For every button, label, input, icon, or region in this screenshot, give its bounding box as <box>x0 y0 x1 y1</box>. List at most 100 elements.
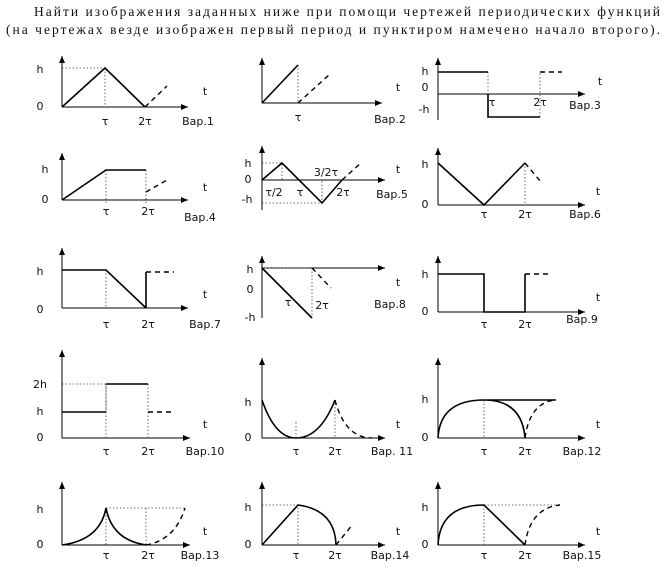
panel-label: h <box>422 393 429 406</box>
panel-label: Вар.14 <box>371 549 410 562</box>
function-curve <box>438 71 540 118</box>
second-period <box>524 399 557 439</box>
panel: h 0 τ 2τ t Вар.12 <box>422 358 601 458</box>
panel: h 0 τ 2τ t Вар.13 <box>37 482 220 562</box>
guide-line <box>295 400 336 438</box>
panel: h 0 τ 2τ t Вар.14 <box>245 482 410 562</box>
panel-label: h <box>245 157 252 170</box>
panel-label: Вар. 11 <box>371 445 413 458</box>
function-curve <box>261 504 337 546</box>
second-period <box>144 85 168 108</box>
panel-label: 0 <box>42 193 49 206</box>
panel-label: t <box>203 181 208 194</box>
panel-label: h <box>37 63 44 76</box>
panel-label: τ <box>489 96 496 109</box>
panel-label: τ <box>297 186 304 199</box>
guide-line <box>105 507 185 545</box>
panel-label: 2τ <box>518 208 532 221</box>
panel-label: h <box>37 405 44 418</box>
second-period <box>145 507 186 546</box>
panel-label: Вар.13 <box>181 549 220 562</box>
panel-label: τ <box>103 318 110 331</box>
panel-label: t <box>596 291 601 304</box>
panel-label: t <box>598 75 603 88</box>
panel-label: Вар.4 <box>184 211 216 224</box>
panel-label: Вар.15 <box>563 549 602 562</box>
panel-label: Вар.1 <box>182 115 214 128</box>
panel-label: 2τ <box>138 115 152 128</box>
function-curve <box>61 507 147 546</box>
panel-label: Вар.10 <box>186 445 225 458</box>
second-period <box>524 504 561 546</box>
guide-line <box>62 383 149 438</box>
function-curve <box>438 273 526 313</box>
panel-label: -h <box>419 103 430 116</box>
panel-label: t <box>396 81 401 94</box>
panel: h 0 τ 2τ t Вар.15 <box>422 482 602 562</box>
panel: h 0 -h τ/2 τ 3/2τ 2τ t Вар.5 <box>242 146 408 210</box>
panel: h 0 τ 2τ t Вар.6 <box>422 148 601 221</box>
panel-label: 0 <box>422 431 429 444</box>
panel-label: Вар.7 <box>189 318 221 331</box>
panel-label: τ <box>293 445 300 458</box>
panel: h 0 t τ 2τ Вар.7 <box>37 248 221 331</box>
panel-label: τ <box>285 296 292 309</box>
panel: h 0 -h t τ 2τ Вар.3 <box>419 58 603 120</box>
second-period <box>145 179 168 193</box>
panel-label: 0 <box>245 538 252 551</box>
second-period <box>341 161 363 181</box>
panel-label: τ/2 <box>265 186 282 199</box>
panel-label: τ <box>103 549 110 562</box>
second-period <box>311 267 332 289</box>
panel-label: τ <box>481 208 488 221</box>
panel-label: τ <box>102 115 109 128</box>
panel: h 0 t τ 2τ Вар.1 <box>37 56 214 128</box>
function-curve <box>437 162 526 207</box>
panel-label: τ <box>481 445 488 458</box>
panel: h 0 -h τ 2τ t Вар.8 <box>245 256 406 324</box>
panel-label: -h <box>245 311 256 324</box>
panel-label: 2τ <box>328 549 342 562</box>
panel-label: t <box>203 85 208 98</box>
panel-label: 0 <box>245 431 252 444</box>
panel-label: h <box>422 158 429 171</box>
panel-label: 0 <box>245 173 252 186</box>
function-curve <box>261 267 313 319</box>
panel-label: t <box>203 525 208 538</box>
panel-label: h <box>422 501 429 514</box>
panel-label: 0 <box>422 81 429 94</box>
panel-label: 0 <box>422 538 429 551</box>
panels: h 0 t τ 2τ Вар.1 t τ Вар.2 h 0 -h t τ 2τ Вар.3 h 0 t τ 2τ Вар… <box>33 56 603 562</box>
panel-label: τ <box>295 111 302 124</box>
panel-label: 0 <box>247 283 254 296</box>
panel-label: Вар.9 <box>566 313 598 326</box>
panel-label: 0 <box>37 431 44 444</box>
panel-label: h <box>245 396 252 409</box>
panel-label: t <box>396 525 401 538</box>
panel-label: 3/2τ <box>314 166 339 179</box>
function-curve <box>61 66 146 108</box>
panel-label: t <box>203 418 208 431</box>
guide-line <box>262 267 313 318</box>
panel: 2h h 0 τ 2τ t Вар.10 <box>33 350 224 458</box>
panel-label: h <box>37 503 44 516</box>
panel-label: 2τ <box>328 445 342 458</box>
panel-label: t <box>203 288 208 301</box>
panel-label: 2τ <box>141 318 155 331</box>
panel-label: t <box>396 163 401 176</box>
panel-label: -h <box>242 193 253 206</box>
panel-label: 2τ <box>518 318 532 331</box>
panel-label: 0 <box>422 305 429 318</box>
panel: h 0 t τ 2τ Вар.4 <box>42 153 216 224</box>
panel: h 0 τ 2τ t Вар.9 <box>422 256 601 331</box>
function-curve <box>437 504 526 546</box>
panel: t τ Вар.2 <box>259 58 406 126</box>
panel-label: 2τ <box>141 445 155 458</box>
function-curve <box>437 399 556 439</box>
panel-label: h <box>247 263 254 276</box>
function-curve <box>261 399 336 439</box>
panel-label: Вар.2 <box>374 113 406 126</box>
panel-label: 2τ <box>533 96 547 109</box>
function-curve <box>261 64 299 104</box>
